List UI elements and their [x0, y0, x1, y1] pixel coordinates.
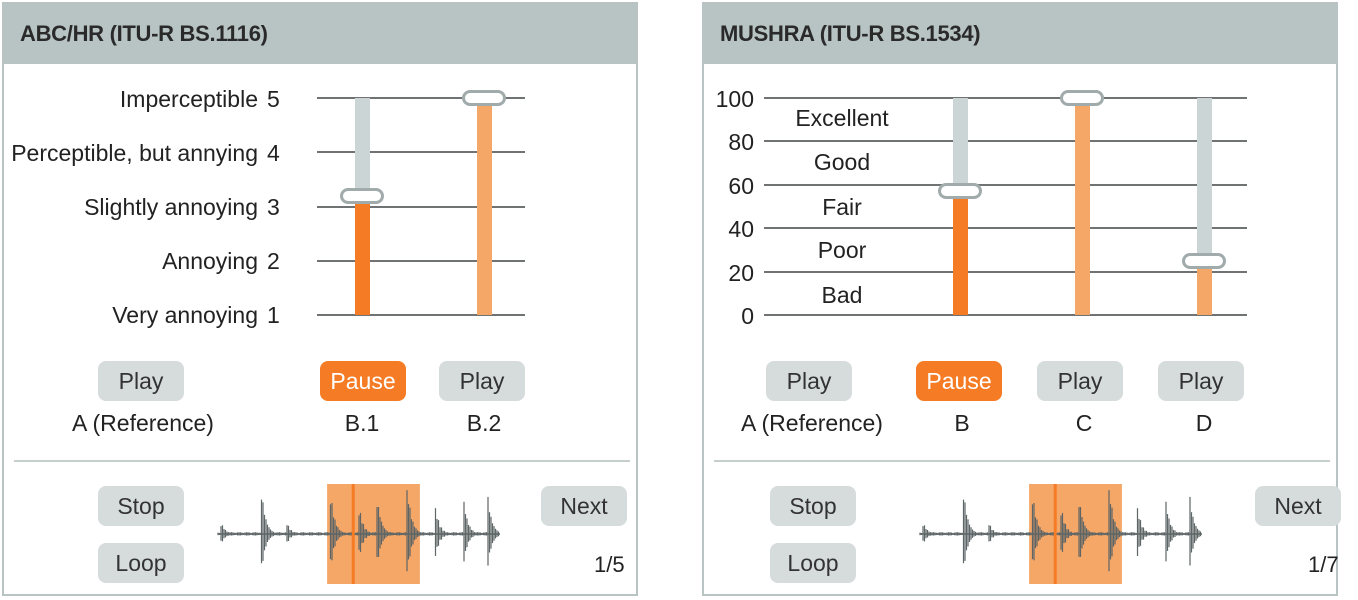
grid-line	[317, 206, 525, 208]
play-button-reference[interactable]: Play	[98, 361, 184, 401]
slider-fill-b2	[477, 98, 492, 315]
slider-fill-b	[953, 191, 968, 315]
band-label: Excellent	[795, 105, 889, 131]
play-button-b2[interactable]: Play	[439, 361, 525, 401]
item-label-c: C	[1075, 410, 1093, 436]
band-label: Bad	[821, 282, 863, 308]
item-label-reference: A (Reference)	[72, 410, 214, 436]
pause-button-b1[interactable]: Pause	[320, 361, 406, 401]
grid-line	[764, 314, 1247, 316]
next-button[interactable]: Next	[1255, 486, 1341, 526]
slider-handle-b[interactable]	[938, 183, 982, 200]
scale-label: Very annoying	[112, 302, 258, 328]
band-label: Poor	[817, 237, 867, 263]
stop-button[interactable]: Stop	[770, 486, 856, 526]
mushra-panel: MUSHRA (ITU-R BS.1534) 100 80 60 40 20 0…	[702, 2, 1341, 596]
pause-button-b[interactable]: Pause	[916, 361, 1002, 401]
waveform-signal	[919, 490, 1202, 572]
scale-value: 1	[267, 302, 280, 328]
tick-label: 80	[728, 129, 754, 155]
tick-label: 0	[741, 303, 754, 329]
panel-header: ABC/HR (ITU-R BS.1116)	[4, 4, 636, 64]
slider-handle-b1[interactable]	[340, 187, 384, 204]
loop-button[interactable]: Loop	[770, 543, 856, 583]
panel-title: MUSHRA (ITU-R BS.1534)	[720, 21, 981, 46]
play-button-c[interactable]: Play	[1037, 361, 1123, 401]
scale-label: Imperceptible	[119, 86, 258, 112]
item-label-d: D	[1195, 410, 1213, 436]
band-label: Fair	[822, 194, 862, 220]
slider-handle-c[interactable]	[1060, 90, 1104, 106]
grid-line	[764, 184, 1247, 186]
scale-label: Slightly annoying	[84, 194, 258, 220]
item-label-b1: B.1	[344, 410, 380, 436]
grid-line	[764, 227, 1247, 229]
panel-header: MUSHRA (ITU-R BS.1534)	[704, 4, 1336, 64]
loop-button[interactable]: Loop	[98, 543, 184, 583]
scale-value: 4	[267, 140, 280, 166]
item-label-b: B	[954, 410, 970, 436]
next-button[interactable]: Next	[541, 486, 627, 526]
slider-fill-c	[1075, 98, 1090, 315]
band-label: Good	[813, 149, 871, 175]
grid-line	[317, 151, 525, 153]
slider-fill-d	[1197, 260, 1212, 315]
play-button-reference[interactable]: Play	[766, 361, 852, 401]
scale-value: 3	[267, 194, 280, 220]
waveform[interactable]	[214, 484, 504, 584]
item-label-reference: A (Reference)	[741, 410, 883, 436]
stop-button[interactable]: Stop	[98, 486, 184, 526]
abchr-panel: ABC/HR (ITU-R BS.1116) Imperceptible 5 P…	[2, 2, 638, 596]
grid-line	[317, 97, 525, 99]
waveform-signal	[217, 490, 500, 572]
grid-line	[317, 314, 525, 316]
tick-label: 60	[728, 173, 754, 199]
tick-label: 100	[715, 86, 754, 112]
tick-label: 40	[728, 216, 754, 242]
divider	[14, 460, 630, 462]
item-label-b2: B.2	[466, 410, 502, 436]
grid-line	[764, 97, 1247, 99]
slider-fill-b1	[355, 195, 370, 315]
grid-line	[764, 140, 1247, 142]
slider-handle-b2[interactable]	[462, 90, 506, 106]
grid-line	[764, 271, 1247, 273]
scale-label: Annoying	[162, 248, 258, 274]
divider	[714, 460, 1330, 462]
panel-title: ABC/HR (ITU-R BS.1116)	[20, 21, 268, 46]
play-button-d[interactable]: Play	[1158, 361, 1244, 401]
scale-value: 5	[267, 86, 280, 112]
grid-line	[317, 260, 525, 262]
page-counter: 1/5	[594, 552, 625, 577]
scale-value: 2	[267, 248, 280, 274]
waveform[interactable]	[916, 484, 1206, 584]
tick-label: 20	[728, 260, 754, 286]
page-counter: 1/7	[1308, 552, 1339, 577]
slider-handle-d[interactable]	[1182, 252, 1226, 269]
scale-label: Perceptible, but annying	[11, 140, 258, 166]
